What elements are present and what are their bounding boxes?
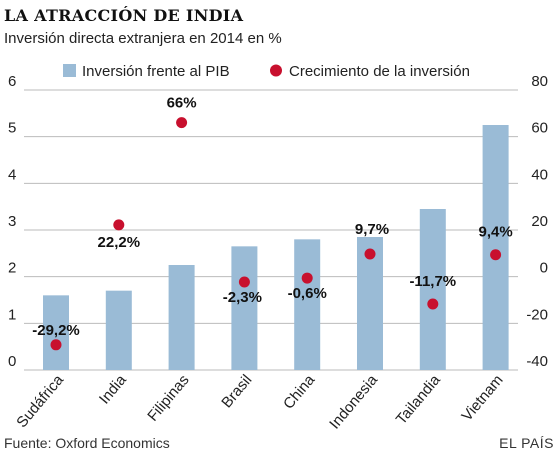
- data-label: 66%: [167, 95, 197, 112]
- y-left-tick-label: 4: [8, 166, 16, 183]
- x-category-label: Brasil: [218, 372, 255, 412]
- publisher-credit: EL PAÍS: [499, 435, 554, 451]
- bar: [482, 125, 509, 370]
- data-label: -2,3%: [223, 289, 262, 306]
- y-left-tick-label: 5: [8, 120, 16, 137]
- y-right-tick-label: -40: [526, 353, 548, 370]
- legend-dot-label: Crecimiento de la inversión: [289, 63, 470, 80]
- legend-bar-swatch: [63, 64, 76, 77]
- data-label: 9,7%: [355, 221, 389, 238]
- x-category-label: Sudáfrica: [13, 371, 67, 431]
- growth-dot: [490, 249, 502, 261]
- data-label: -0,6%: [288, 285, 327, 302]
- y-right-tick-label: -20: [526, 306, 548, 323]
- growth-dot: [427, 298, 439, 310]
- x-category-label: Vietnam: [458, 372, 506, 425]
- bar: [43, 295, 69, 370]
- y-right-tick-label: 0: [540, 260, 548, 277]
- bar-series: [43, 125, 509, 370]
- chart-title: LA ATRACCIÓN DE INDIA: [4, 6, 244, 25]
- chart-subtitle: Inversión directa extranjera en 2014 en …: [4, 30, 282, 47]
- data-label: 22,2%: [98, 234, 141, 251]
- y-left-tick-label: 0: [8, 353, 16, 370]
- dot-series: -29,2% 22,2% 66% -2,3% -0,6% 9,7% -11,7% 9,4%: [32, 95, 513, 351]
- growth-dot: [301, 272, 313, 284]
- x-category-label: Filipinas: [144, 372, 192, 425]
- y-right-tick-label: 20: [531, 213, 548, 230]
- growth-dot: [364, 248, 376, 260]
- bar: [231, 246, 258, 370]
- growth-dot: [176, 117, 188, 129]
- source-note: Fuente: Oxford Economics: [4, 435, 170, 451]
- x-category-label: India: [96, 371, 130, 407]
- legend-bar-label: Inversión frente al PIB: [82, 63, 230, 80]
- bar: [419, 209, 446, 370]
- y-right-tick-label: 60: [531, 120, 548, 137]
- y-right-tick-label: 40: [531, 166, 548, 183]
- growth-dot: [238, 276, 250, 288]
- y-right-tick-label: 80: [531, 73, 548, 90]
- growth-dot: [113, 219, 125, 231]
- y-left-tick-label: 1: [8, 306, 16, 323]
- bar: [105, 290, 132, 370]
- data-label: -29,2%: [32, 322, 80, 339]
- y-left-tick-label: 3: [8, 213, 16, 230]
- x-category-label: Tailandia: [393, 371, 445, 428]
- y-left-tick-label: 2: [8, 260, 16, 277]
- growth-dot: [50, 339, 62, 351]
- legend: Inversión frente al PIB Crecimiento de l…: [63, 63, 470, 80]
- x-category-label: China: [280, 371, 319, 412]
- legend-dot-swatch: [270, 64, 282, 77]
- axes: 0 1 2 3 4 5 6 -40 -20 0 20 40 60 80 Sudáfrica India Fili…: [8, 73, 548, 432]
- data-label: -11,7%: [409, 273, 456, 290]
- bar: [294, 239, 321, 370]
- y-left-tick-label: 6: [8, 73, 16, 90]
- x-category-label: Indonesia: [326, 371, 381, 432]
- data-label: 9,4%: [478, 224, 512, 241]
- bar: [168, 265, 195, 370]
